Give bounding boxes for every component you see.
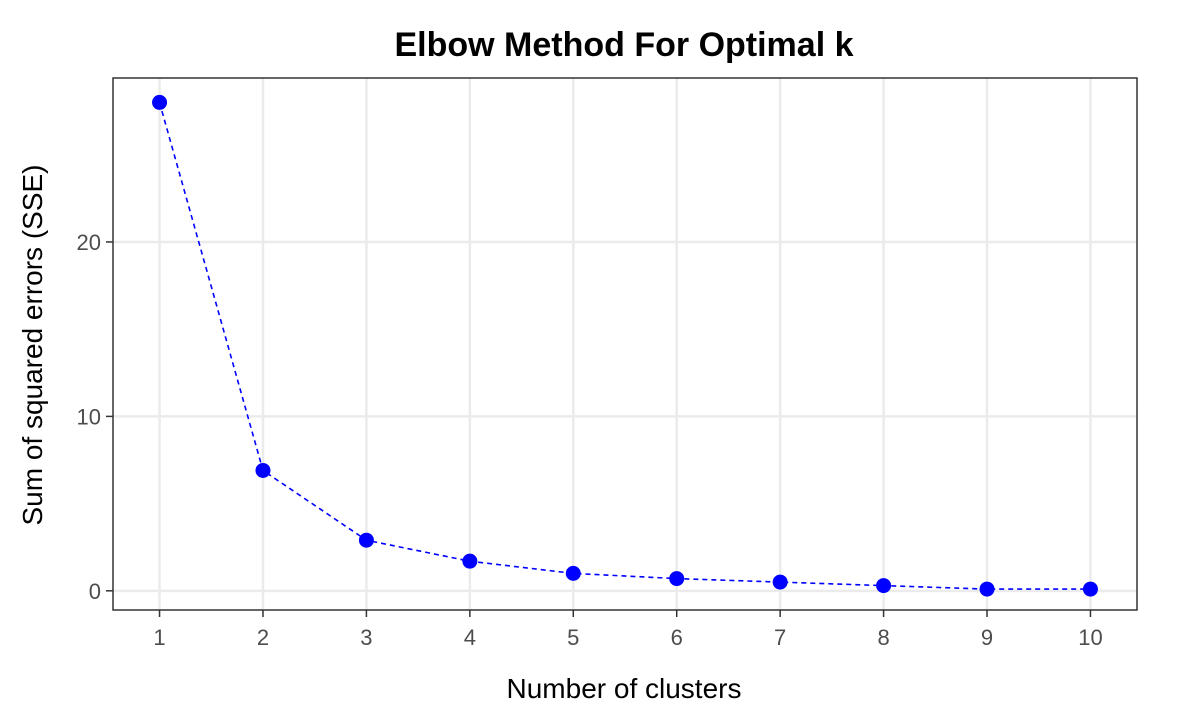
data-point-k3 <box>358 532 374 548</box>
y-axis-title: Sum of squared errors (SSE) <box>17 164 48 525</box>
data-points <box>152 94 1098 597</box>
x-tick-label-8: 8 <box>877 625 889 650</box>
x-tick-label-4: 4 <box>464 625 476 650</box>
y-tick-label-1: 0 <box>89 579 101 604</box>
x-tick-label-7: 7 <box>774 625 786 650</box>
series-line-layer <box>158 102 1091 590</box>
y-tick-label-3: 20 <box>77 230 101 255</box>
x-tick-label-6: 6 <box>671 625 683 650</box>
data-point-k2 <box>255 462 271 478</box>
grid-lines <box>113 78 1137 610</box>
chart-title: Elbow Method For Optimal k <box>395 26 854 64</box>
data-point-k10 <box>1082 581 1098 597</box>
x-tick-label-5: 5 <box>567 625 579 650</box>
x-tick-label-1: 1 <box>153 625 165 650</box>
data-point-k1 <box>152 94 168 110</box>
x-tick-label-3: 3 <box>360 625 372 650</box>
data-point-k9 <box>979 581 995 597</box>
x-axis: 1 2 3 4 5 6 7 8 9 10 <box>153 610 1103 650</box>
y-axis: 0 10 20 <box>77 230 113 604</box>
data-point-k6 <box>669 571 685 587</box>
x-tick-label-9: 9 <box>981 625 993 650</box>
x-tick-label-10: 10 <box>1078 625 1102 650</box>
data-point-k4 <box>462 553 478 569</box>
series-line-1 <box>158 102 1091 590</box>
x-tick-label-2: 2 <box>257 625 269 650</box>
plot-background <box>113 78 1137 610</box>
x-axis-title: Number of clusters <box>507 673 742 704</box>
data-point-k5 <box>565 565 581 581</box>
y-tick-label-2: 10 <box>77 404 101 429</box>
plot-panel-border <box>112 77 1138 611</box>
data-point-k7 <box>772 574 788 590</box>
data-point-k8 <box>876 578 892 594</box>
